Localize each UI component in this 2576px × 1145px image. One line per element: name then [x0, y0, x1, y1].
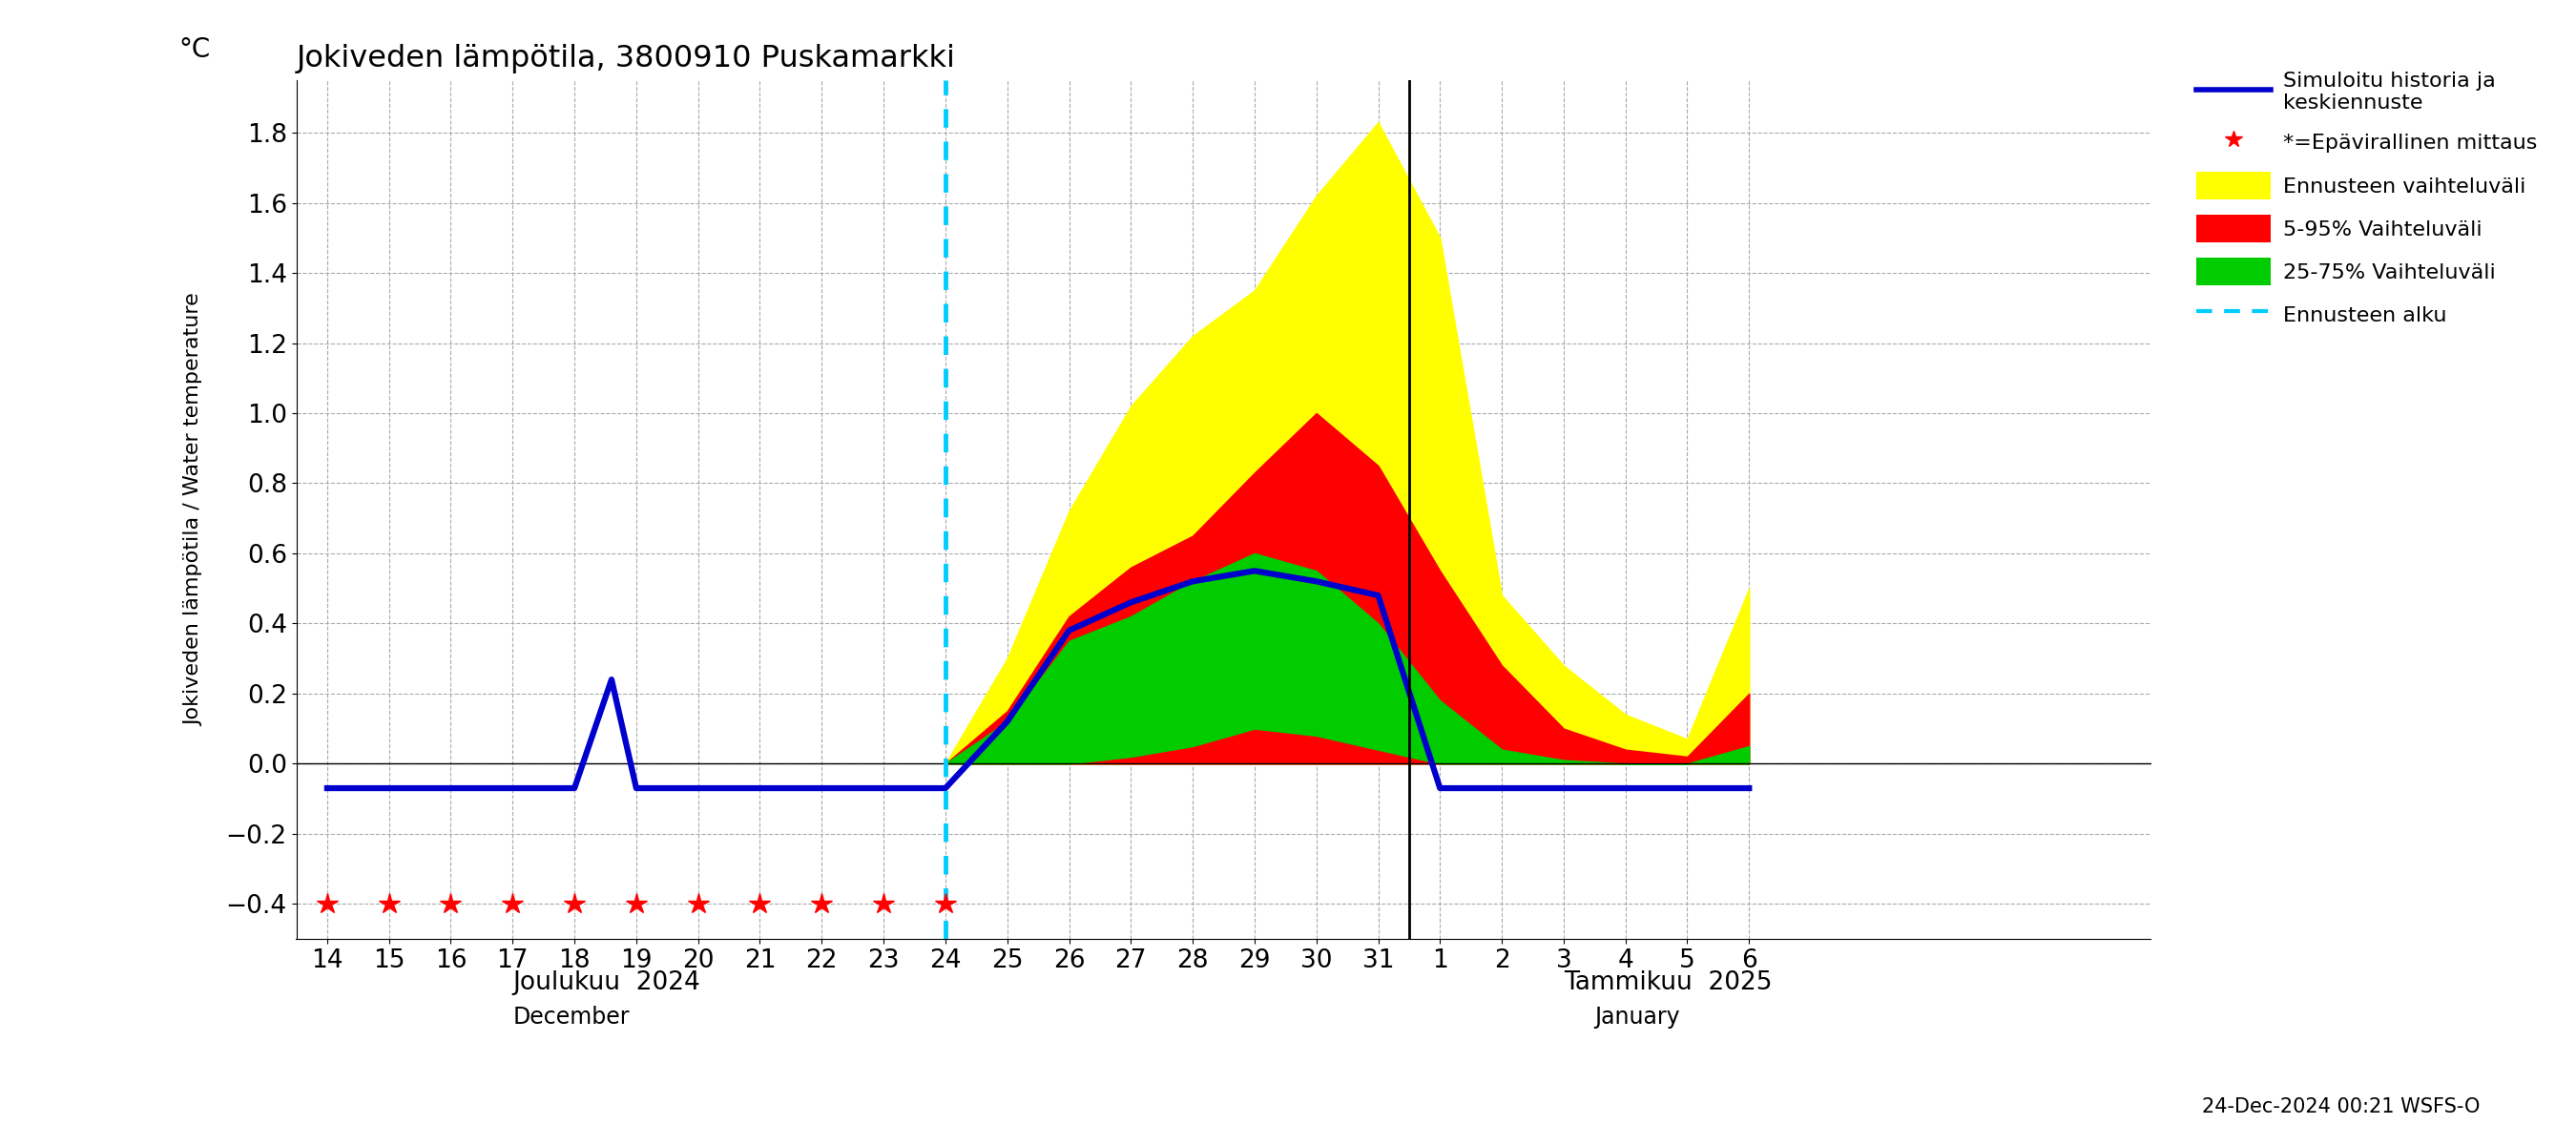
Text: Joulukuu  2024: Joulukuu 2024	[513, 971, 701, 995]
Text: January: January	[1595, 1005, 1680, 1028]
Text: Jokiveden lämpötila, 3800910 Puskamarkki: Jokiveden lämpötila, 3800910 Puskamarkki	[296, 44, 956, 73]
Text: °C: °C	[178, 37, 211, 63]
Text: Tammikuu  2025: Tammikuu 2025	[1564, 971, 1772, 995]
Text: December: December	[513, 1005, 629, 1028]
Text: Jokiveden lämpötila / Water temperature: Jokiveden lämpötila / Water temperature	[185, 293, 204, 726]
Text: 24-Dec-2024 00:21 WSFS-O: 24-Dec-2024 00:21 WSFS-O	[2202, 1097, 2481, 1116]
Legend: Simuloitu historia ja
keskiennuste, *=Epävirallinen mittaus, Ennusteen vaihteluv: Simuloitu historia ja keskiennuste, *=Ep…	[2187, 63, 2545, 337]
